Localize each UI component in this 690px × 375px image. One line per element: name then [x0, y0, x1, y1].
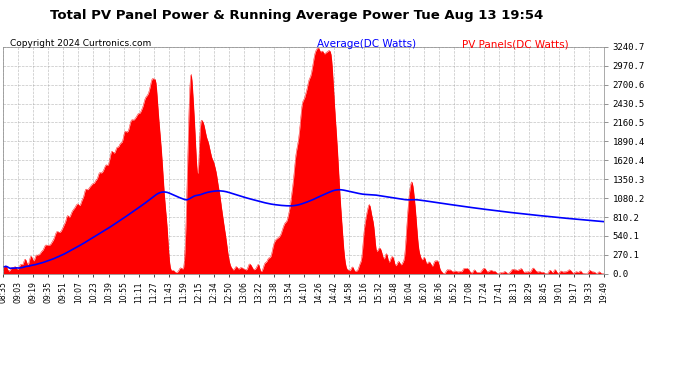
- Text: Total PV Panel Power & Running Average Power Tue Aug 13 19:54: Total PV Panel Power & Running Average P…: [50, 9, 543, 22]
- Text: PV Panels(DC Watts): PV Panels(DC Watts): [462, 39, 569, 50]
- Text: Copyright 2024 Curtronics.com: Copyright 2024 Curtronics.com: [10, 39, 152, 48]
- Text: Average(DC Watts): Average(DC Watts): [317, 39, 417, 50]
